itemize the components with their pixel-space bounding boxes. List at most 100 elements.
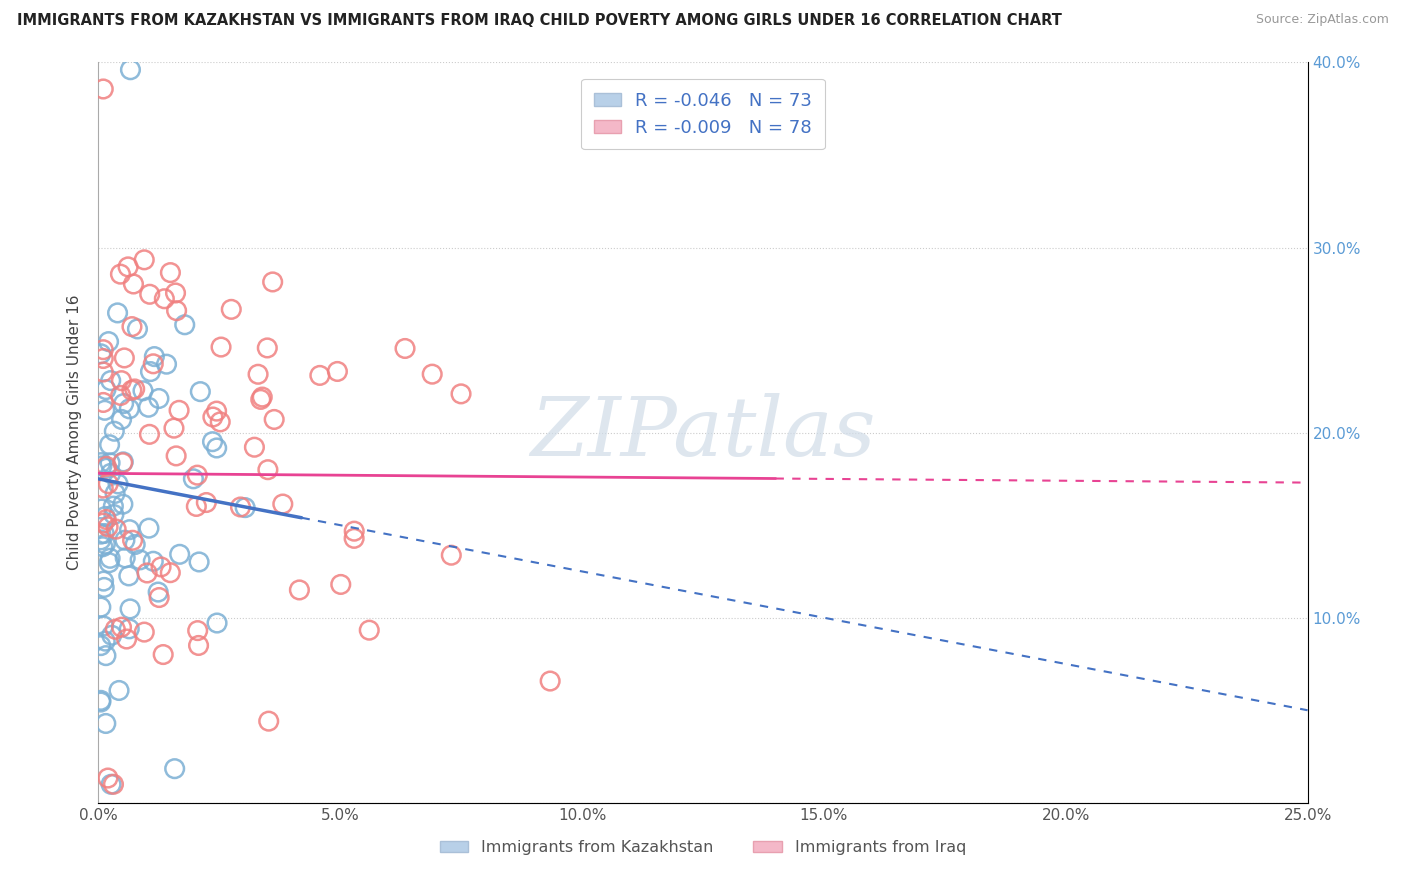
Point: [263, 412, 285, 426]
Point: [249, 392, 271, 407]
Point: [110, 620, 132, 634]
Text: Source: ZipAtlas.com: Source: ZipAtlas.com: [1256, 13, 1389, 27]
Point: [124, 382, 146, 396]
Point: [308, 368, 330, 383]
Point: [134, 625, 156, 640]
Point: [121, 533, 143, 548]
Point: [90, 695, 112, 709]
Point: [205, 441, 228, 455]
Point: [440, 548, 463, 562]
Point: [118, 569, 141, 583]
Point: [122, 277, 145, 291]
Point: [326, 364, 349, 378]
Point: [118, 401, 141, 416]
Point: [94, 383, 117, 397]
Point: [112, 455, 135, 469]
Point: [343, 532, 366, 546]
Point: [97, 334, 120, 349]
Point: [271, 497, 294, 511]
Point: [167, 403, 190, 417]
Point: [91, 540, 114, 554]
Point: [91, 395, 114, 409]
Point: [252, 390, 274, 404]
Point: [97, 771, 120, 785]
Point: [91, 516, 114, 530]
Point: [100, 628, 122, 642]
Point: [91, 343, 114, 357]
Point: [94, 403, 117, 417]
Point: [98, 556, 121, 570]
Point: [183, 472, 205, 486]
Point: [139, 365, 162, 379]
Point: [343, 524, 366, 538]
Point: [142, 554, 165, 568]
Point: [97, 476, 120, 491]
Point: [138, 287, 160, 301]
Point: [103, 499, 125, 513]
Point: [91, 365, 114, 379]
Point: [132, 384, 155, 398]
Point: [146, 585, 169, 599]
Point: [108, 683, 131, 698]
Point: [165, 449, 187, 463]
Point: [107, 477, 129, 491]
Point: [90, 693, 112, 707]
Point: [117, 260, 139, 274]
Point: [127, 322, 149, 336]
Point: [201, 410, 224, 425]
Point: [209, 415, 232, 429]
Point: [169, 547, 191, 561]
Point: [96, 461, 118, 475]
Point: [110, 412, 132, 426]
Point: [104, 622, 127, 636]
Point: [103, 508, 125, 522]
Point: [91, 481, 114, 495]
Point: [90, 600, 112, 615]
Point: [90, 347, 112, 361]
Point: [100, 777, 122, 791]
Point: [100, 374, 122, 388]
Point: [186, 468, 208, 483]
Point: [394, 342, 416, 356]
Point: [94, 634, 117, 648]
Point: [121, 319, 143, 334]
Point: [262, 275, 284, 289]
Point: [94, 537, 117, 551]
Point: [163, 762, 186, 776]
Point: [94, 716, 117, 731]
Point: [114, 550, 136, 565]
Point: [90, 533, 112, 547]
Point: [90, 456, 112, 470]
Point: [120, 602, 142, 616]
Point: [100, 467, 122, 481]
Point: [110, 374, 132, 388]
Point: [93, 526, 115, 541]
Point: [247, 368, 270, 382]
Point: [155, 357, 177, 371]
Point: [90, 458, 112, 473]
Point: [90, 527, 112, 541]
Point: [134, 252, 156, 267]
Point: [138, 401, 160, 415]
Point: [243, 440, 266, 454]
Point: [94, 509, 117, 524]
Point: [136, 566, 159, 580]
Point: [159, 266, 181, 280]
Point: [124, 537, 146, 551]
Point: [219, 302, 242, 317]
Point: [205, 615, 228, 630]
Point: [120, 62, 142, 77]
Point: [187, 639, 209, 653]
Point: [257, 714, 280, 728]
Text: IMMIGRANTS FROM KAZAKHSTAN VS IMMIGRANTS FROM IRAQ CHILD POVERTY AMONG GIRLS UND: IMMIGRANTS FROM KAZAKHSTAN VS IMMIGRANTS…: [17, 13, 1062, 29]
Point: [94, 648, 117, 663]
Point: [256, 341, 278, 355]
Point: [91, 82, 114, 96]
Point: [150, 560, 173, 574]
Point: [288, 582, 311, 597]
Point: [103, 424, 125, 438]
Point: [96, 459, 118, 474]
Point: [121, 383, 143, 397]
Point: [152, 648, 174, 662]
Point: [93, 619, 115, 633]
